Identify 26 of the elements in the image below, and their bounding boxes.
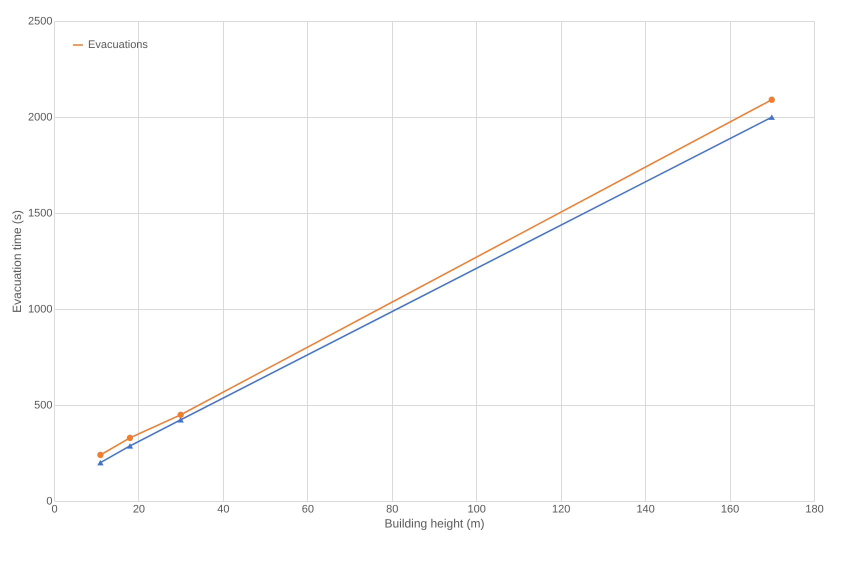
y-tick-label: 1500 [28, 208, 52, 220]
y-tick-label: 0 [46, 496, 52, 508]
point [768, 96, 775, 103]
y-axis-title: Evacuation time (s) [10, 210, 24, 313]
x-axis-title: Building height (m) [384, 516, 485, 530]
x-tick-label: 140 [636, 504, 655, 516]
x-tick-label: 60 [302, 504, 314, 516]
x-tick-label: 20 [132, 504, 146, 516]
x-tick-label: 180 [805, 504, 824, 516]
x-tick-label: 80 [386, 504, 398, 516]
y-tick-label: 1000 [28, 304, 52, 316]
legend-label: Evacuations [88, 39, 148, 51]
x-tick-label: 120 [552, 504, 570, 516]
x-tick-label: 100 [468, 504, 486, 516]
point [178, 412, 184, 418]
x-tick-label: 160 [720, 504, 740, 516]
y-tick-label: 500 [34, 400, 52, 412]
point [97, 460, 104, 466]
point [126, 434, 134, 441]
x-tick-label: 40 [217, 504, 230, 516]
point [768, 114, 775, 120]
point [178, 417, 184, 423]
y-tick-label: 2000 [28, 112, 52, 124]
y-tick-label: 2500 [28, 16, 52, 28]
point [126, 443, 134, 449]
point [97, 452, 104, 458]
